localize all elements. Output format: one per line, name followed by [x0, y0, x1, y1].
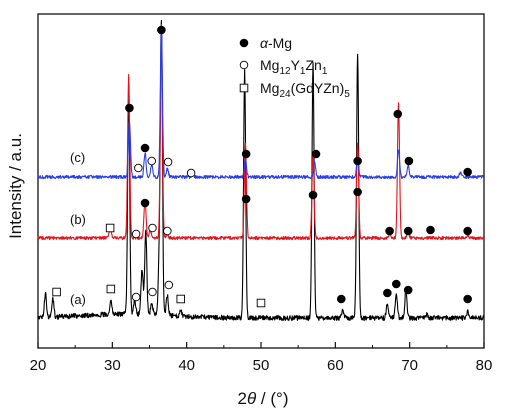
- mg24-gdyzn5-marker: [52, 287, 61, 297]
- mg12y1zn1-marker: [148, 287, 157, 297]
- mg24-gdyzn5-marker: [176, 294, 185, 304]
- legend-marker: [239, 83, 249, 93]
- legend-label: α-Mg: [260, 35, 292, 51]
- x-tick-label: 70: [401, 357, 418, 374]
- alpha-mg-marker: [391, 279, 401, 289]
- alpha-mg-marker: [140, 143, 150, 153]
- y-axis-title: Intensity / a.u.: [6, 133, 25, 239]
- mg12y1zn1-marker: [131, 229, 141, 239]
- alpha-mg-marker: [393, 109, 403, 119]
- alpha-mg-marker: [353, 156, 362, 166]
- mg12y1zn1-marker: [163, 157, 173, 167]
- curve-b: [37, 29, 485, 241]
- mg12y1zn1-marker: [148, 223, 157, 233]
- diffraction-curves: [37, 19, 485, 321]
- x-axis-title: 2θ / (°): [238, 389, 289, 408]
- curve-labels: (a) (b) (c): [70, 150, 86, 307]
- alpha-mg-marker: [353, 187, 362, 197]
- mg12y1zn1-marker: [163, 226, 172, 236]
- alpha-mg-marker: [140, 198, 150, 208]
- alpha-mg-marker: [463, 167, 472, 177]
- mg12y1zn1-marker: [147, 156, 156, 166]
- x-tick-label: 20: [30, 357, 47, 374]
- legend-marker: [239, 38, 249, 48]
- alpha-mg-marker: [157, 25, 166, 35]
- x-tick-label: 30: [104, 357, 121, 374]
- curve-a: [37, 19, 485, 321]
- x-axis-ticks: 20 30 40 50 60 70 80: [30, 342, 493, 374]
- alpha-mg-marker: [241, 194, 251, 204]
- alpha-mg-marker: [383, 288, 392, 298]
- legend: α-Mg Mg12Y1Zn1 Mg24(GdYZn)5: [239, 35, 350, 100]
- x-tick-label: 50: [253, 357, 270, 374]
- alpha-mg-marker: [463, 294, 472, 304]
- mg24-gdyzn5-marker: [106, 284, 116, 294]
- alpha-mg-marker: [463, 226, 472, 236]
- x-tick-label: 40: [178, 357, 195, 374]
- phase-markers: [52, 25, 472, 308]
- mg24-gdyzn5-marker: [105, 223, 115, 233]
- mg24-gdyzn5-marker: [256, 298, 266, 308]
- alpha-mg-marker: [336, 294, 346, 304]
- curve-label: (a): [70, 292, 86, 307]
- curve-label: (c): [70, 150, 85, 165]
- alpha-mg-marker: [385, 226, 394, 236]
- mg12y1zn1-marker: [186, 168, 196, 178]
- mg12y1zn1-marker: [131, 292, 141, 302]
- alpha-mg-marker: [308, 190, 318, 200]
- legend-marker: [239, 60, 249, 70]
- mg12y1zn1-marker: [164, 280, 174, 290]
- alpha-mg-marker: [426, 225, 435, 235]
- x-tick-label: 80: [476, 357, 493, 374]
- alpha-mg-marker: [311, 149, 321, 159]
- alpha-mg-marker: [125, 103, 134, 113]
- curve-c: [37, 23, 485, 180]
- curve-label: (b): [70, 212, 86, 227]
- legend-label: Mg12Y1Zn1: [260, 57, 328, 77]
- legend-label: Mg24(GdYZn)5: [260, 80, 350, 100]
- mg12y1zn1-marker: [134, 163, 143, 173]
- x-tick-label: 60: [327, 357, 344, 374]
- alpha-mg-marker: [403, 226, 413, 236]
- alpha-mg-marker: [404, 156, 414, 166]
- alpha-mg-marker: [403, 285, 413, 295]
- alpha-mg-marker: [241, 149, 251, 159]
